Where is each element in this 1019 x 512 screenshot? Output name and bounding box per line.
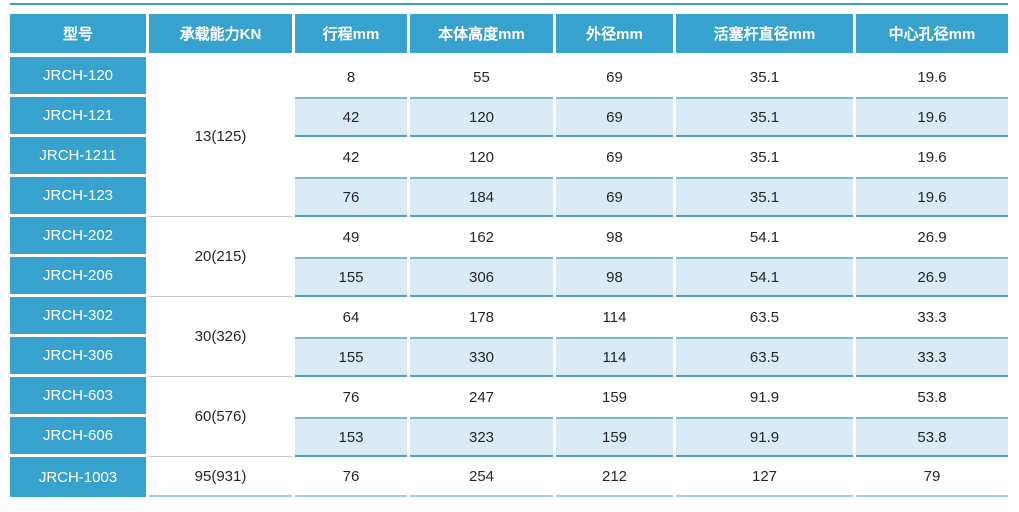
data-cell: 42 <box>295 137 407 177</box>
data-cell: 159 <box>556 377 673 417</box>
data-cell: 33.3 <box>856 297 1008 337</box>
data-cell: 153 <box>295 417 407 457</box>
data-cell: 178 <box>410 297 553 337</box>
data-cell: 254 <box>410 457 553 497</box>
data-cell: 306 <box>410 257 553 297</box>
header-outer-diameter: 外径mm <box>556 14 673 57</box>
model-cell: JRCH-120 <box>10 57 146 97</box>
data-cell: 42 <box>295 97 407 137</box>
data-cell: 19.6 <box>856 57 1008 97</box>
header-stroke: 行程mm <box>295 14 407 57</box>
data-cell: 114 <box>556 297 673 337</box>
data-cell: 155 <box>295 337 407 377</box>
model-cell: JRCH-202 <box>10 217 146 257</box>
data-cell: 54.1 <box>676 257 853 297</box>
data-cell: 247 <box>410 377 553 417</box>
header-center-hole-diameter: 中心孔径mm <box>856 14 1008 57</box>
data-cell: 19.6 <box>856 97 1008 137</box>
data-cell: 76 <box>295 457 407 497</box>
model-cell: JRCH-1003 <box>10 457 146 497</box>
data-cell: 330 <box>410 337 553 377</box>
model-cell: JRCH-603 <box>10 377 146 417</box>
data-cell: 69 <box>556 57 673 97</box>
data-cell: 53.8 <box>856 377 1008 417</box>
spec-table: 型号 承载能力KN 行程mm 本体高度mm 外径mm 活塞杆直径mm 中心孔径m… <box>10 3 1008 497</box>
data-cell: 91.9 <box>676 377 853 417</box>
data-cell: 159 <box>556 417 673 457</box>
header-model: 型号 <box>10 14 146 57</box>
capacity-cell: 95(931) <box>149 457 292 497</box>
data-cell: 69 <box>556 97 673 137</box>
data-cell: 127 <box>676 457 853 497</box>
model-cell: JRCH-306 <box>10 337 146 377</box>
model-cell: JRCH-123 <box>10 177 146 217</box>
capacity-cell: 30(326) <box>149 297 292 377</box>
data-cell: 155 <box>295 257 407 297</box>
data-cell: 33.3 <box>856 337 1008 377</box>
data-cell: 184 <box>410 177 553 217</box>
data-cell: 69 <box>556 137 673 177</box>
data-cell: 63.5 <box>676 297 853 337</box>
data-cell: 120 <box>410 97 553 137</box>
data-cell: 35.1 <box>676 97 853 137</box>
data-cell: 120 <box>410 137 553 177</box>
model-cell: JRCH-606 <box>10 417 146 457</box>
data-cell: 53.8 <box>856 417 1008 457</box>
data-cell: 19.6 <box>856 177 1008 217</box>
data-cell: 54.1 <box>676 217 853 257</box>
model-cell: JRCH-302 <box>10 297 146 337</box>
model-cell: JRCH-121 <box>10 97 146 137</box>
data-cell: 98 <box>556 217 673 257</box>
data-cell: 49 <box>295 217 407 257</box>
data-cell: 55 <box>410 57 553 97</box>
model-cell: JRCH-1211 <box>10 137 146 177</box>
data-cell: 76 <box>295 377 407 417</box>
data-cell: 26.9 <box>856 217 1008 257</box>
table-top-border <box>10 3 1008 5</box>
data-cell: 212 <box>556 457 673 497</box>
header-piston-rod-diameter: 活塞杆直径mm <box>676 14 853 57</box>
data-cell: 91.9 <box>676 417 853 457</box>
model-cell: JRCH-206 <box>10 257 146 297</box>
data-cell: 63.5 <box>676 337 853 377</box>
data-cell: 19.6 <box>856 137 1008 177</box>
capacity-cell: 60(576) <box>149 377 292 457</box>
data-cell: 26.9 <box>856 257 1008 297</box>
data-cell: 35.1 <box>676 57 853 97</box>
data-cell: 35.1 <box>676 177 853 217</box>
header-load-capacity: 承载能力KN <box>149 14 292 57</box>
capacity-cell: 20(215) <box>149 217 292 297</box>
data-cell: 8 <box>295 57 407 97</box>
data-cell: 76 <box>295 177 407 217</box>
capacity-cell: 13(125) <box>149 57 292 217</box>
data-cell: 69 <box>556 177 673 217</box>
data-cell: 35.1 <box>676 137 853 177</box>
spec-table-grid: 型号 承载能力KN 行程mm 本体高度mm 外径mm 活塞杆直径mm 中心孔径m… <box>10 14 1008 497</box>
data-cell: 114 <box>556 337 673 377</box>
data-cell: 98 <box>556 257 673 297</box>
data-cell: 323 <box>410 417 553 457</box>
data-cell: 79 <box>856 457 1008 497</box>
data-cell: 64 <box>295 297 407 337</box>
header-body-height: 本体高度mm <box>410 14 553 57</box>
data-cell: 162 <box>410 217 553 257</box>
